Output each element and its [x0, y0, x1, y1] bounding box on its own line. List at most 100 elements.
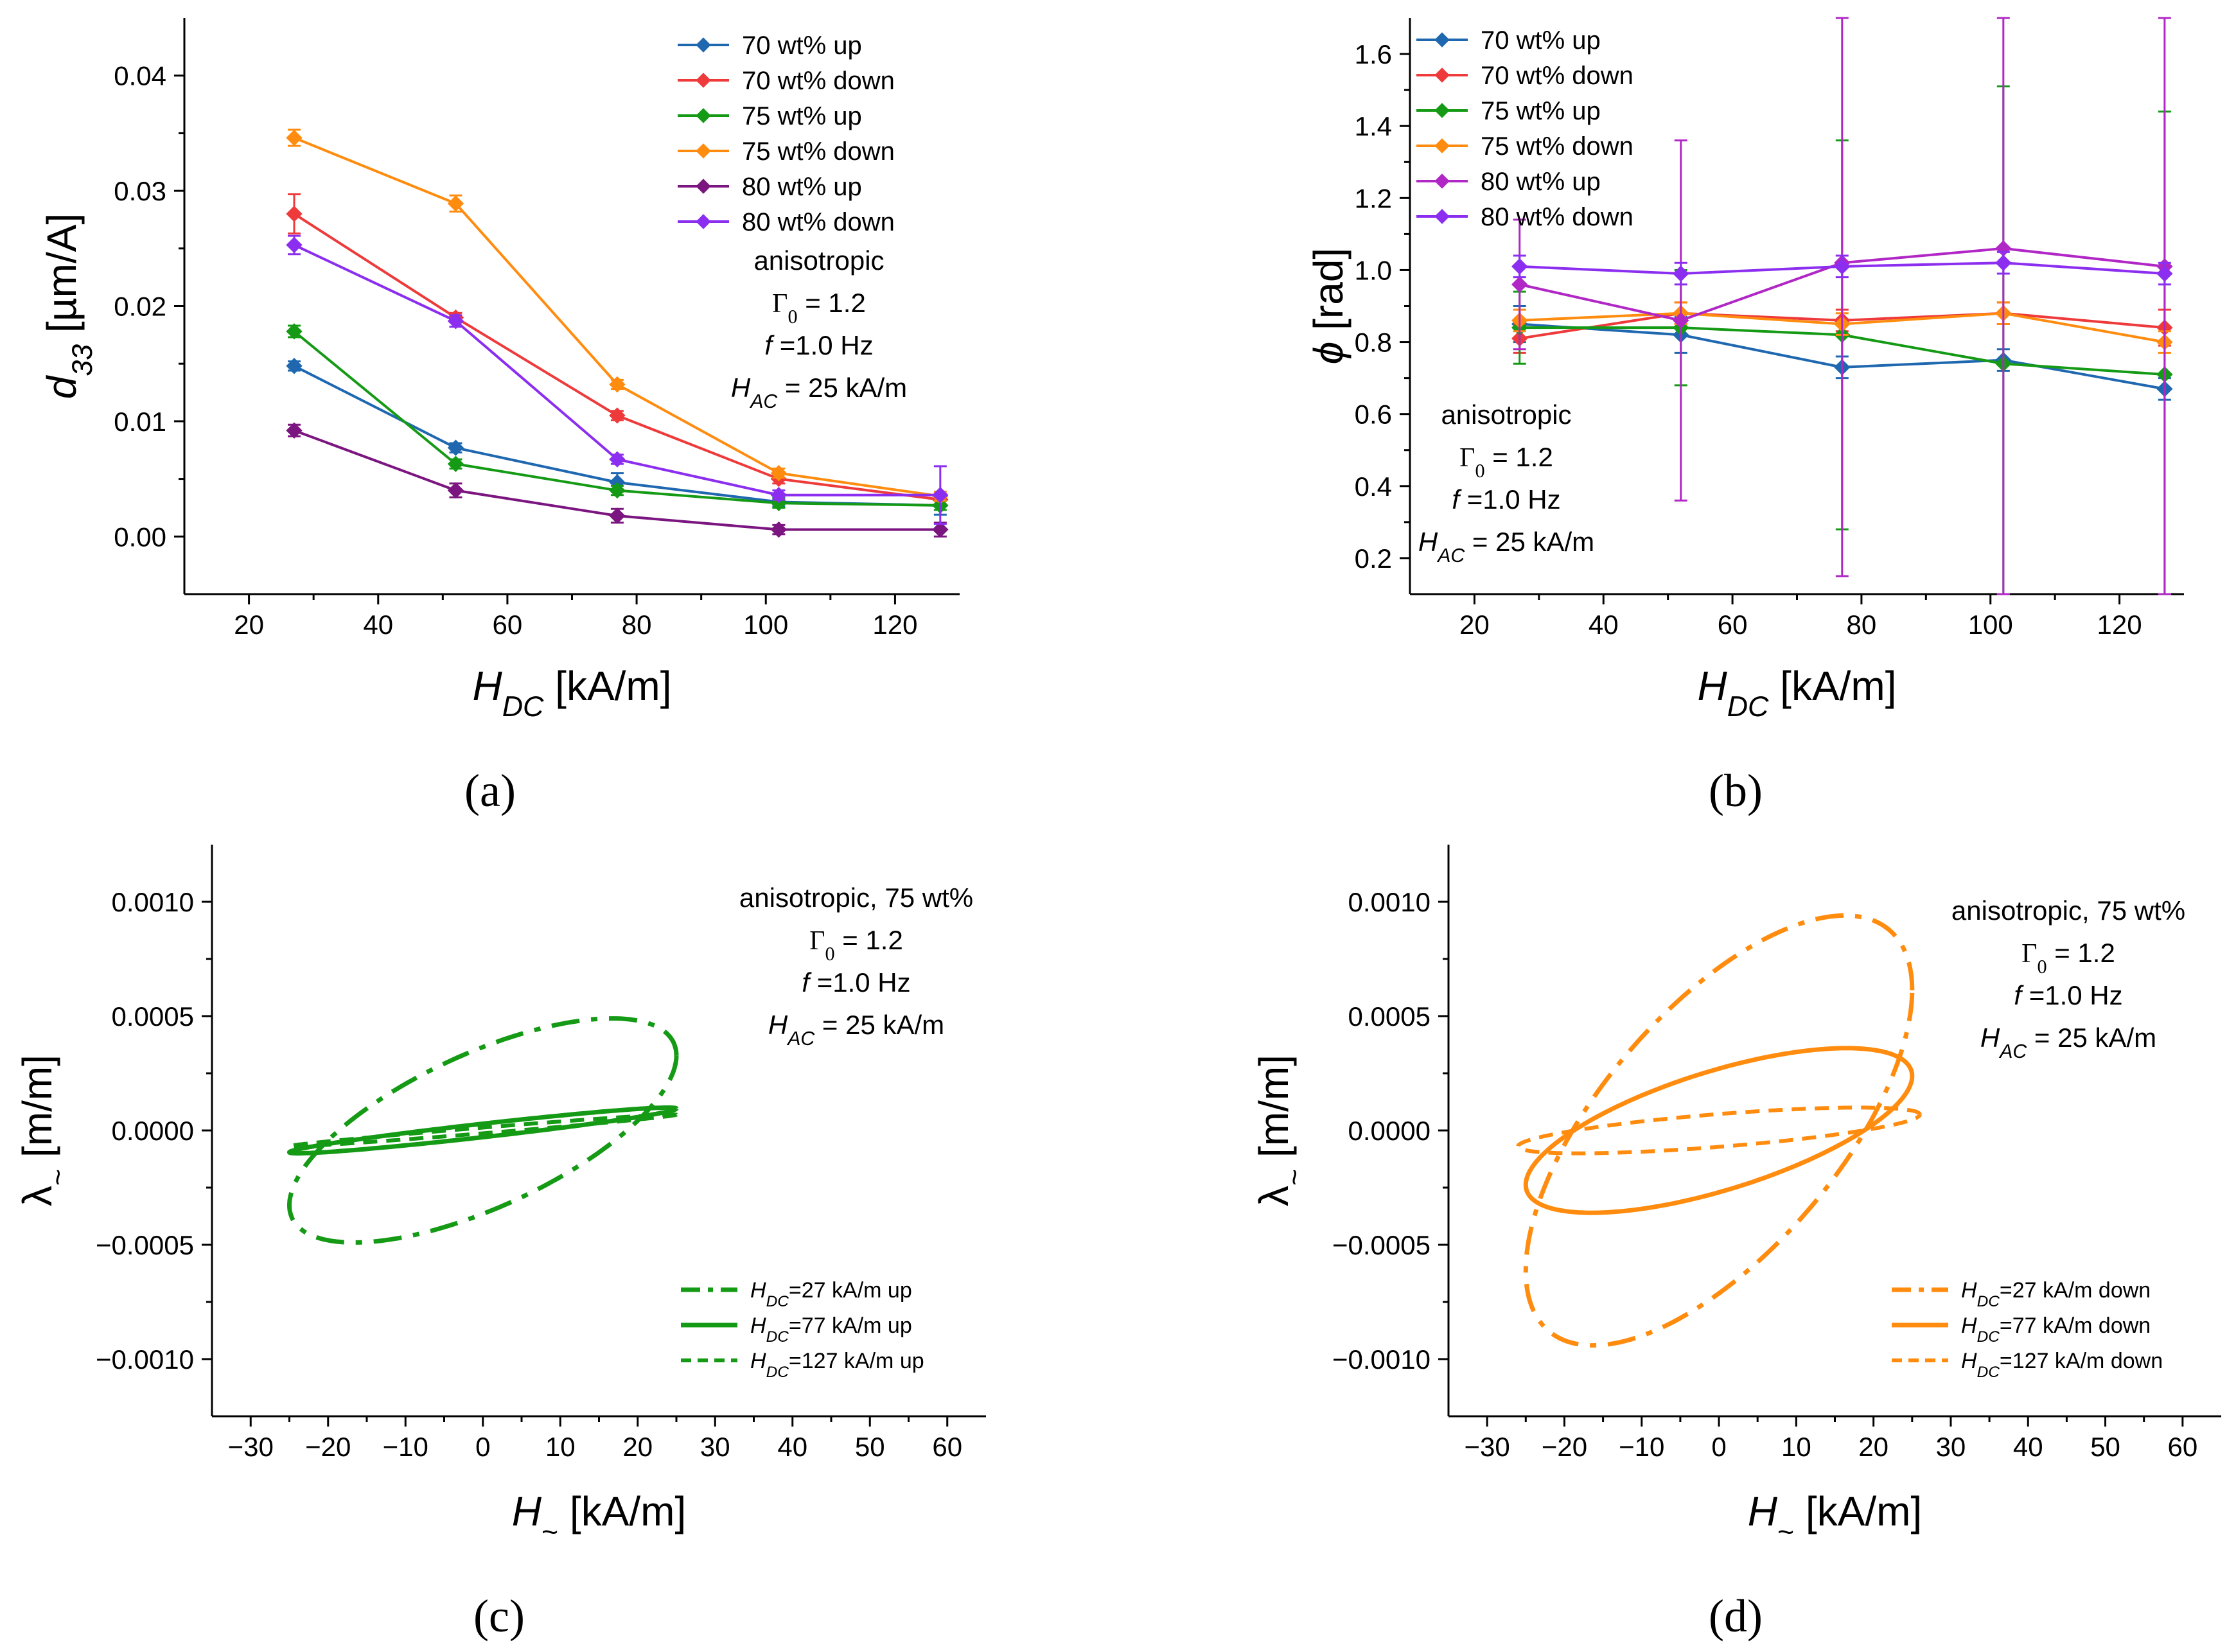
legend-label: HDC=77 kA/m down — [1961, 1314, 2151, 1346]
annotation-material: anisotropic — [1441, 400, 1571, 430]
legend-label: 70 wt% up — [1481, 26, 1601, 55]
x-tick-label: −10 — [383, 1432, 428, 1462]
data-point — [609, 451, 626, 468]
x-axis-title: HDC [kA/m] — [1697, 663, 1896, 723]
data-point — [447, 439, 464, 456]
data-point — [1995, 254, 2012, 271]
y-tick-label: 0.02 — [114, 292, 166, 322]
legend: 70 wt% up 70 wt% down 75 wt% up 75 wt% down… — [1416, 26, 1633, 231]
annotation-gamma: Γ0 = 1.2 — [2021, 938, 2115, 978]
x-tick-label: 60 — [1718, 610, 1748, 640]
legend-marker — [1434, 67, 1450, 83]
annotation-hac: HAC = 25 kA/m — [731, 373, 907, 412]
legend: HDC=27 kA/m down HDC=77 kA/m downHDC=127 … — [1892, 1278, 2163, 1381]
legend-marker — [1434, 32, 1450, 48]
y-tick-label: 1.4 — [1355, 111, 1392, 141]
y-tick-label: 0.0010 — [112, 887, 194, 917]
annotation: anisotropic, 75 wt% Γ0 = 1.2f =1.0 Hz HAC … — [739, 883, 973, 1050]
data-point — [770, 464, 788, 482]
legend-label: 75 wt% up — [742, 102, 862, 130]
legend-marker — [1434, 138, 1450, 154]
loop-solid — [286, 1105, 679, 1156]
data-point — [1834, 258, 1851, 275]
panel-label: (b) — [1709, 765, 1763, 816]
annotation: anisotropic Γ0 = 1.2f =1.0 Hz HAC = 25 kA/… — [731, 245, 907, 412]
y-tick-label: 0.00 — [114, 522, 166, 552]
y-tick-label: −0.0005 — [96, 1230, 194, 1260]
y-tick-label: 0.8 — [1355, 328, 1392, 358]
legend-label: 80 wt% up — [1481, 168, 1601, 196]
y-tick-label: −0.0010 — [96, 1344, 194, 1375]
series-80-wt-up — [286, 422, 949, 538]
chart-panel-b: 20 40 60 80 100 120 0.2 0.4 0.6 0.8 1.0 1.2 1.4 1.6 70… — [1305, 17, 2184, 816]
legend-marker — [1434, 173, 1450, 189]
x-tick-label: 40 — [1589, 610, 1619, 640]
x-tick-label: −30 — [1465, 1432, 1510, 1462]
legend: 70 wt% up 70 wt% down 75 wt% up 75 wt% down… — [678, 31, 895, 236]
y-tick-label: 0.04 — [114, 61, 166, 91]
data-point — [286, 358, 303, 374]
data-point — [932, 521, 949, 538]
x-tick-label: 40 — [363, 610, 393, 640]
data-point — [1511, 258, 1528, 275]
chart-panel-c: −30 −20 −10 0 10 20 30 40 50 60 −0.0010 −0.0005 0.00… — [14, 845, 986, 1642]
data-point — [447, 482, 464, 499]
annotation-frequency: f =1.0 Hz — [1452, 484, 1560, 514]
x-tick-label: 0 — [1711, 1432, 1726, 1462]
legend-label: 70 wt% up — [742, 31, 862, 60]
annotation-gamma: Γ0 = 1.2 — [1459, 442, 1553, 482]
annotation-material: anisotropic — [753, 245, 884, 276]
x-tick-label: 50 — [2090, 1432, 2120, 1462]
data-point — [2156, 265, 2173, 282]
x-tick-label: 80 — [622, 610, 652, 640]
series-80-wt-down — [1511, 250, 2173, 286]
legend-label: 75 wt% down — [1481, 132, 1633, 161]
annotation-material: anisotropic, 75 wt% — [1951, 895, 2185, 926]
annotation-hac: HAC = 25 kA/m — [768, 1010, 944, 1050]
legend-label: 75 wt% up — [1481, 97, 1601, 125]
annotation-frequency: f =1.0 Hz — [2014, 980, 2122, 1010]
legend-marker — [696, 37, 711, 53]
legend-label: HDC=127 kA/m up — [750, 1349, 924, 1381]
panel-label: (d) — [1709, 1590, 1763, 1642]
x-tick-label: 60 — [493, 610, 523, 640]
annotation-gamma: Γ0 = 1.2 — [809, 925, 903, 965]
y-tick-label: −0.0010 — [1332, 1344, 1431, 1375]
y-tick-label: 0.0005 — [112, 1001, 194, 1032]
legend-label: HDC=77 kA/m up — [750, 1314, 912, 1346]
data-point — [609, 482, 626, 499]
data-point — [286, 129, 303, 146]
legend-marker — [696, 108, 711, 123]
annotation-gamma: Γ0 = 1.2 — [772, 288, 866, 328]
legend-label: 80 wt% down — [1481, 203, 1633, 231]
data-point — [1511, 276, 1528, 293]
annotation-material: anisotropic, 75 wt% — [739, 883, 973, 913]
panel-label: (a) — [464, 765, 516, 816]
y-axis-title: λ~ [m/m] — [1251, 1055, 1310, 1206]
annotation: anisotropic, 75 wt% Γ0 = 1.2f =1.0 Hz HAC … — [1951, 895, 2185, 1062]
data-point — [286, 236, 303, 254]
data-point — [770, 521, 788, 538]
loop-dashed — [286, 1112, 678, 1148]
legend-marker — [696, 214, 711, 229]
y-tick-label: 0.4 — [1355, 471, 1392, 502]
loop-solid — [1523, 1046, 1915, 1215]
x-tick-label: 10 — [545, 1432, 576, 1462]
data-point — [932, 487, 949, 504]
panel-label: (c) — [473, 1590, 525, 1642]
data-point — [286, 323, 303, 340]
legend-label: 80 wt% down — [742, 208, 895, 236]
annotation-frequency: f =1.0 Hz — [764, 330, 873, 360]
legend-marker — [696, 73, 711, 88]
data-point — [1673, 265, 1689, 282]
legend-label: HDC=27 kA/m up — [750, 1278, 912, 1310]
annotation-hac: HAC = 25 kA/m — [1418, 527, 1594, 567]
x-tick-label: 20 — [234, 610, 264, 640]
y-tick-label: 1.2 — [1355, 183, 1392, 213]
y-axis-title: λ~ [m/m] — [14, 1055, 74, 1206]
y-tick-label: 0.0000 — [112, 1116, 194, 1146]
data-point — [447, 313, 464, 330]
data-point — [609, 407, 626, 424]
x-tick-label: 60 — [932, 1432, 962, 1462]
